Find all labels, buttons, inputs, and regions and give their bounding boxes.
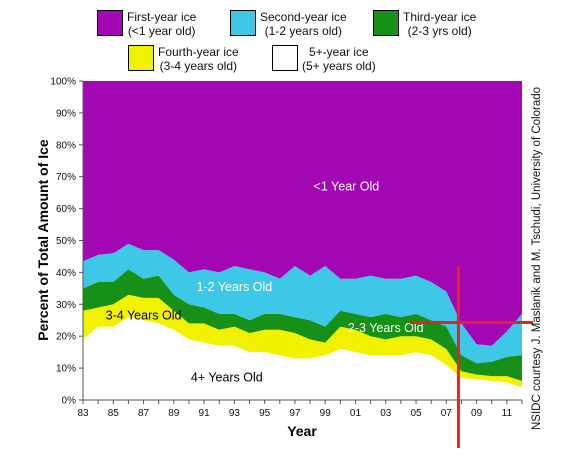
x-tick-label: 91 [199,408,211,419]
area-series [83,81,522,346]
y-tick-label: 100% [50,77,76,88]
x-tick-label: 95 [259,408,271,419]
x-tick-label: 97 [289,408,301,419]
series-annotation: 1-2 Years Old [197,280,273,294]
x-axis-label: Year [287,423,317,439]
annotations: <1 Year Old 1-2 Years Old 2-3 Years Old 3-4… [106,179,424,384]
y-tick-label: 60% [56,204,76,215]
x-tick-label: 83 [77,408,89,419]
area-series [83,243,522,364]
legend-label: Third-year ice (2-3 yrs old) [403,10,477,38]
area-series [83,269,522,381]
legend-swatch [230,10,256,36]
legend-item: First-year ice (<1 year old) [97,10,196,38]
x-tick-label: 07 [441,408,453,419]
legend-label: First-year ice (<1 year old) [127,10,197,38]
y-axis-label: Percent of Total Amount of Ice [35,139,51,341]
x-tick-label: 05 [410,408,422,419]
y-tick-label: 70% [56,172,76,183]
legend-item: 5+-year ice (5+ years old) [272,45,376,73]
credit-text: NSIDC courtesy J. Maslanik and M. Tschud… [531,86,543,430]
legend-swatch [373,10,399,36]
x-tick-label: 87 [138,408,150,419]
legend-swatch [272,45,298,71]
x-tick-label: 11 [502,408,513,419]
x-tick-label: 99 [320,408,332,419]
legend-item: Fourth-year ice (3-4 years old) [128,45,239,73]
legend-label: Second-year ice (1-2 years old) [260,10,347,38]
y-tick-label: 90% [56,108,76,119]
area-series [83,294,522,388]
legend-label: Fourth-year ice (3-4 years old) [158,45,239,73]
y-tick-label: 0% [62,396,77,407]
x-tick-label: 03 [380,408,392,419]
series-annotation: 4+ Years Old [191,371,263,385]
x-tick-label: 93 [229,408,241,419]
x-tick-label: 89 [168,408,180,419]
series-annotation: 2-3 Years Old [348,321,424,335]
legend-item: Second-year ice (1-2 years old) [230,10,347,38]
x-tick-label: 01 [350,408,362,419]
area-series [83,317,522,400]
series-annotation: <1 Year Old [314,179,380,193]
axes: 0% 10% 20% 30% 40% 50% 60% 70% 80% 90% 100% 83 85 87 8… [50,77,523,419]
y-tick-label: 50% [56,236,76,247]
legend-label: 5+-year ice (5+ years old) [302,45,376,73]
legend-swatch [97,10,123,36]
y-tick-label: 10% [56,364,76,375]
y-tick-label: 20% [56,332,76,343]
y-tick-label: 30% [56,300,76,311]
legend-swatch [128,45,154,71]
legend-item: Third-year ice (2-3 yrs old) [373,10,476,38]
plot-areas [83,81,522,400]
y-tick-label: 80% [56,140,76,151]
series-annotation: 3-4 Years Old [106,308,182,322]
y-tick-label: 40% [56,268,76,279]
x-tick-label: 09 [471,408,483,419]
marker [409,266,533,448]
x-tick-label: 85 [108,408,120,419]
